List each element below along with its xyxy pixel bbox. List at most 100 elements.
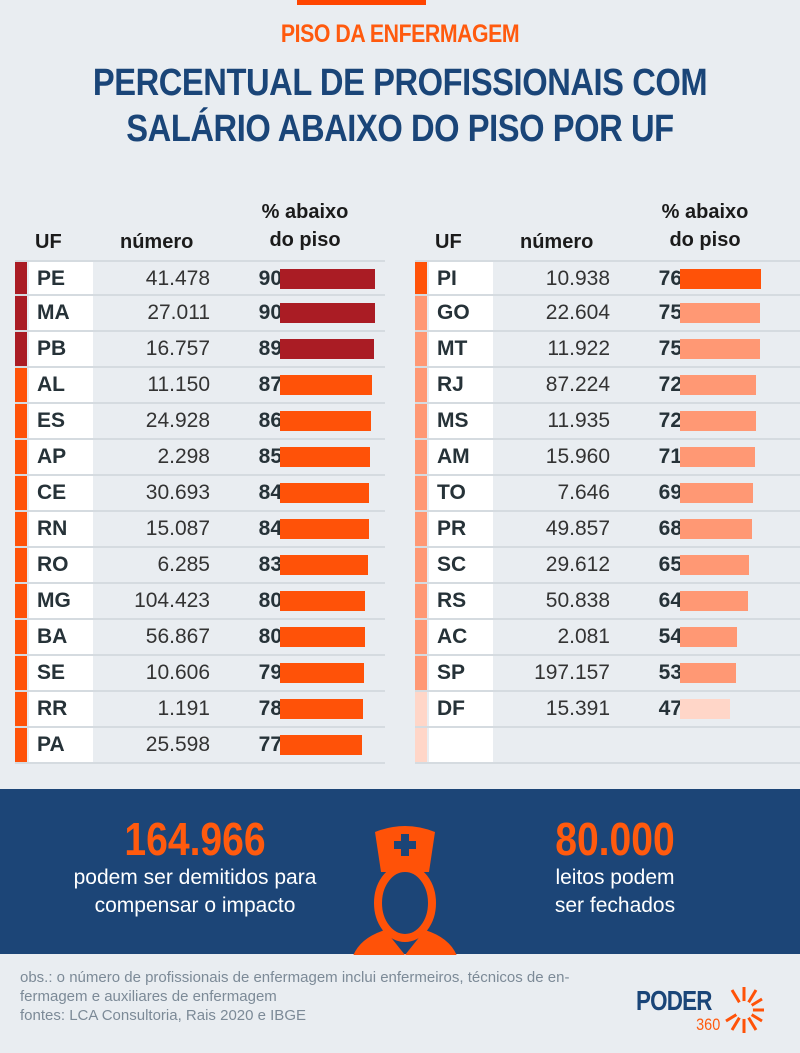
- uf-cell: PR: [429, 512, 493, 546]
- pct-bar: [680, 269, 761, 289]
- numero-cell: 104.423: [134, 589, 210, 612]
- stat-dismissals: 164.966 podem ser demitidos para compens…: [30, 814, 360, 920]
- table-row: MG 104.423 80: [15, 584, 385, 620]
- uf-cell: ES: [29, 404, 93, 438]
- header-uf: UF: [35, 231, 62, 253]
- color-strip: [415, 512, 427, 546]
- table-header: UF número % abaixo do piso: [15, 195, 385, 260]
- nurse-icon: [353, 826, 457, 955]
- table-row: GO 22.604 75: [415, 296, 800, 332]
- uf-cell: DF: [429, 692, 493, 726]
- numero-cell: 56.867: [145, 625, 210, 648]
- footer-notes: obs.: o número de profissionais de enfer…: [20, 969, 570, 1024]
- pct-bar: [680, 411, 756, 431]
- color-strip: [415, 728, 427, 762]
- table-row: AC 2.081 54: [415, 620, 800, 656]
- pct-bar: [680, 519, 752, 539]
- color-strip: [15, 476, 27, 510]
- header-numero: número: [520, 231, 594, 253]
- pct-cell: 54: [658, 625, 682, 648]
- pct-bar: [280, 699, 363, 719]
- uf-cell: RS: [429, 584, 493, 618]
- stat-beds: 80.000 leitos podem ser fechados: [530, 814, 700, 920]
- pct-cell: 53: [658, 661, 682, 684]
- numero-cell: 11.922: [547, 337, 610, 360]
- pct-cell: 79: [258, 661, 282, 684]
- color-strip: [415, 368, 427, 402]
- pct-cell: 47: [658, 697, 682, 720]
- pct-cell: 84: [258, 517, 282, 540]
- pct-bar: [280, 555, 368, 575]
- uf-cell: MA: [29, 296, 93, 330]
- numero-cell: 50.838: [545, 589, 610, 612]
- pct-bar: [280, 375, 372, 395]
- uf-cell: BA: [29, 620, 93, 654]
- left-rows: PE 41.478 90 MA 27.011 90 PB 16.757 89 AL 11.150 87…: [15, 260, 385, 764]
- numero-cell: 10.606: [145, 661, 210, 684]
- numero-cell: 22.604: [545, 301, 610, 324]
- numero-cell: 27.011: [147, 301, 210, 324]
- table-row: PA 25.598 77: [15, 728, 385, 764]
- color-strip: [15, 404, 27, 438]
- table-row: ES 24.928 86: [15, 404, 385, 440]
- uf-cell: PI: [429, 262, 493, 294]
- pct-bar: [680, 303, 760, 323]
- uf-cell: AC: [429, 620, 493, 654]
- table-row: PI 10.938 76: [415, 260, 800, 296]
- numero-cell: 7.646: [557, 481, 610, 504]
- table-row: MT 11.922 75: [415, 332, 800, 368]
- pct-cell: 83: [258, 553, 282, 576]
- pct-bar: [280, 447, 370, 467]
- pct-bar: [280, 411, 371, 431]
- pct-bar: [280, 483, 369, 503]
- pct-cell: 84: [258, 481, 282, 504]
- color-strip: [415, 440, 427, 474]
- numero-cell: 1.191: [157, 697, 210, 720]
- uf-cell: GO: [429, 296, 493, 330]
- pct-cell: 76: [658, 267, 682, 290]
- pct-bar: [680, 339, 760, 359]
- uf-cell: AP: [29, 440, 93, 474]
- uf-cell: PA: [29, 728, 93, 762]
- pct-bar: [280, 269, 375, 289]
- pct-bar: [280, 303, 375, 323]
- numero-cell: 16.757: [145, 337, 210, 360]
- color-strip: [15, 332, 27, 366]
- uf-cell: SP: [429, 656, 493, 690]
- pct-bar: [280, 591, 365, 611]
- pct-cell: 72: [658, 373, 682, 396]
- pct-bar: [680, 555, 749, 575]
- table-row: RJ 87.224 72: [415, 368, 800, 404]
- color-strip: [15, 548, 27, 582]
- pct-bar: [280, 663, 364, 683]
- color-strip: [15, 620, 27, 654]
- numero-cell: 30.693: [145, 481, 210, 504]
- color-strip: [15, 296, 27, 330]
- uf-cell: RO: [29, 548, 93, 582]
- pct-bar: [280, 519, 369, 539]
- color-strip: [415, 404, 427, 438]
- numero-cell: 11.150: [147, 373, 210, 396]
- table-row: PE 41.478 90: [15, 260, 385, 296]
- table-row: SP 197.157 53: [415, 656, 800, 692]
- pct-bar: [680, 627, 737, 647]
- kicker: PISO DA ENFERMAGEM: [280, 20, 520, 48]
- color-strip: [15, 440, 27, 474]
- pct-cell: 68: [658, 517, 682, 540]
- table-row: AP 2.298 85: [15, 440, 385, 476]
- pct-cell: 90: [258, 301, 282, 324]
- numero-cell: 87.224: [545, 373, 610, 396]
- numero-cell: 41.478: [145, 267, 210, 290]
- numero-cell: 11.935: [547, 409, 610, 432]
- uf-cell: [429, 728, 493, 762]
- pct-cell: 77: [258, 733, 282, 756]
- uf-cell: RJ: [429, 368, 493, 402]
- pct-bar: [680, 591, 748, 611]
- uf-cell: MT: [429, 332, 493, 366]
- sunburst-icon: [725, 987, 764, 1033]
- pct-bar: [680, 483, 753, 503]
- numero-cell: 25.598: [145, 733, 210, 756]
- pct-cell: 69: [658, 481, 682, 504]
- uf-cell: CE: [29, 476, 93, 510]
- numero-cell: 49.857: [545, 517, 610, 540]
